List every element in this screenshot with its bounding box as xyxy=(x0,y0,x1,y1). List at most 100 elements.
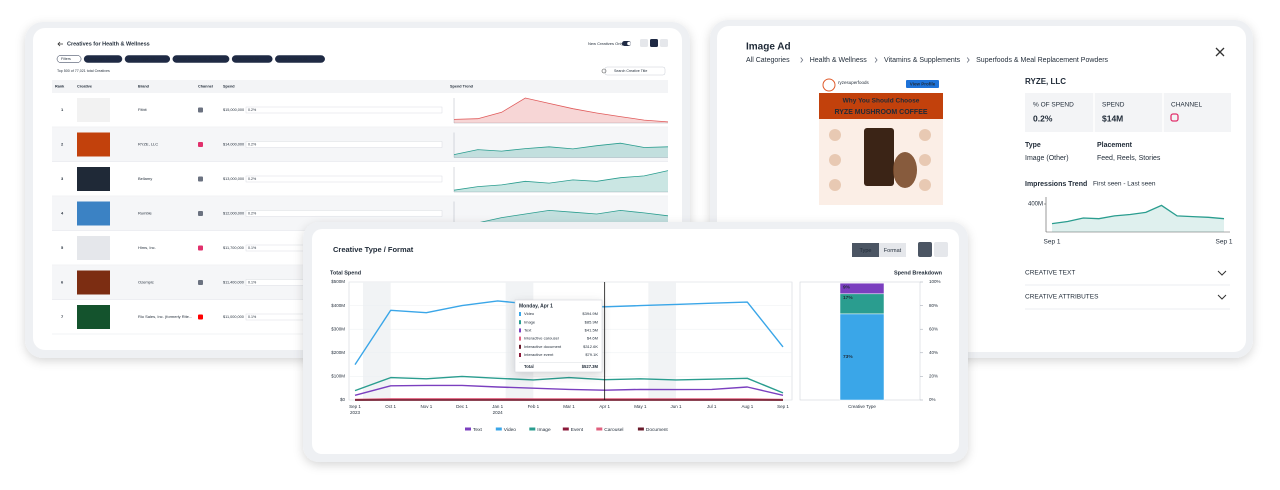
trend-area xyxy=(454,170,668,192)
stat-value: 0.2% xyxy=(1033,113,1053,123)
filter-pill[interactable] xyxy=(83,55,123,63)
ad-product-bag xyxy=(864,128,894,186)
filter-pill[interactable] xyxy=(172,55,230,63)
creative-thumbnail[interactable] xyxy=(77,132,110,157)
brand: RYZE, LLC xyxy=(138,142,158,147)
creative-thumbnail[interactable] xyxy=(77,98,110,122)
search-icon xyxy=(601,68,607,74)
trend-area xyxy=(454,143,668,158)
view-button[interactable] xyxy=(650,39,658,47)
x-tick-label: Jul 1 xyxy=(707,404,717,409)
filter-pill[interactable] xyxy=(124,55,171,63)
channel-icon xyxy=(198,245,203,251)
spend: $13,000,000 xyxy=(223,177,244,181)
y-tick-label: $500M xyxy=(331,279,345,284)
y-tick-label: $300M xyxy=(331,326,345,331)
creative-thumbnail[interactable] xyxy=(77,270,110,295)
type-label: Type xyxy=(1025,142,1041,149)
toggle-knob xyxy=(627,41,631,46)
series-line xyxy=(354,375,784,394)
breadcrumb-chevron xyxy=(874,57,878,63)
creative-thumbnail[interactable] xyxy=(77,236,110,260)
spend-share: 0.1% xyxy=(248,315,257,319)
section-header: CREATIVE TEXT xyxy=(1025,270,1075,277)
brand: Fitbit xyxy=(138,107,148,112)
x-tick-label: Oct 1 xyxy=(385,404,396,409)
detail-title: Image Ad xyxy=(746,42,791,53)
spend-share: 0.1% xyxy=(248,280,257,284)
ad-headline: Why You Should Choose xyxy=(843,98,920,105)
legend-swatch xyxy=(596,427,603,431)
spend: $12,000,000 xyxy=(223,212,244,216)
tooltip-value: $79.1K xyxy=(585,352,598,357)
ad-product: RYZE MUSHROOM COFFEE xyxy=(834,109,927,116)
close-icon[interactable] xyxy=(1215,47,1225,57)
brand: Rumble xyxy=(138,211,153,216)
breadcrumb-item: Health & Wellness xyxy=(810,57,868,64)
filter-pill-label: Date Duration: All xyxy=(279,57,307,61)
impressions-title: Impressions Trend xyxy=(1025,181,1087,188)
type-value: Image (Other) xyxy=(1025,155,1069,162)
rank: 7 xyxy=(61,314,64,319)
legend-swatch xyxy=(465,427,471,431)
chart-card: Creative Type / Format Type Format Total Sp… xyxy=(303,222,968,462)
spend-share: 0.2% xyxy=(248,177,257,181)
view-button[interactable] xyxy=(640,39,648,47)
legend-swatch xyxy=(495,427,502,431)
series-line xyxy=(354,384,784,396)
ad-icon xyxy=(829,129,841,141)
creative-thumbnail[interactable] xyxy=(77,167,110,191)
filter-pill[interactable] xyxy=(275,55,325,63)
x-tick-label: Aug 1 xyxy=(741,404,753,409)
creative-thumbnail[interactable] xyxy=(77,201,110,226)
back-arrow[interactable] xyxy=(57,41,63,47)
x-tick-label: Nov 1 xyxy=(420,404,432,409)
legend-swatch xyxy=(637,427,644,431)
rank: 1 xyxy=(61,107,64,112)
spend-share: 0.2% xyxy=(248,108,257,112)
chart-view-button[interactable] xyxy=(918,242,932,257)
chart-view-button[interactable] xyxy=(934,242,948,257)
x-tick-label: Mar 1 xyxy=(563,404,575,409)
toggle-button[interactable] xyxy=(879,243,906,257)
rank: 4 xyxy=(61,211,64,216)
legend-swatch xyxy=(529,427,536,431)
x-tick-label: Sep 1 xyxy=(1216,239,1233,246)
legend-label: Text xyxy=(473,427,482,433)
impressions-area xyxy=(1052,205,1224,232)
x-year-label: 2023 xyxy=(350,410,361,415)
creative-thumbnail[interactable] xyxy=(77,305,110,329)
tooltip-label: Interactive event xyxy=(524,352,554,357)
filter-pill[interactable] xyxy=(56,55,82,63)
filter-pill-label: Language: All xyxy=(88,57,110,61)
rank: 5 xyxy=(61,245,64,250)
column-header: Spend Trend xyxy=(450,85,474,89)
tooltip xyxy=(514,299,603,373)
ad-account: ryzesuperfoods xyxy=(838,80,870,85)
spend: $11,700,000 xyxy=(223,246,244,250)
brand: Ozempic xyxy=(138,280,154,285)
filter-pill[interactable] xyxy=(231,55,273,63)
toggle-button[interactable] xyxy=(852,243,879,257)
y-tick-label: $0 xyxy=(340,397,346,402)
spend: $11,400,000 xyxy=(223,281,244,285)
ad-view-profile[interactable] xyxy=(906,80,939,88)
trend-line xyxy=(453,97,669,123)
result-count: Top 500 of 77,021 total Creatives xyxy=(57,69,110,73)
chart-card-title: Creative Type / Format xyxy=(333,245,414,254)
rank: 2 xyxy=(61,142,64,147)
tooltip-label: Video xyxy=(524,311,535,316)
ad-icon xyxy=(919,179,931,191)
view-button[interactable] xyxy=(660,39,668,47)
tooltip-label: Interactive carousel xyxy=(524,336,559,341)
y-tick-label: $200M xyxy=(331,350,345,355)
bar-label: 17% xyxy=(843,295,853,301)
x-tick-label: Jan 1 xyxy=(492,404,504,409)
search-box[interactable] xyxy=(604,66,666,76)
section-chevron[interactable] xyxy=(1217,294,1227,300)
toggle-button-label: Type xyxy=(860,248,872,254)
ad-icon xyxy=(829,179,841,191)
x-tick-label: Sep 1 xyxy=(1044,239,1061,246)
shaded-band xyxy=(363,282,391,400)
section-chevron[interactable] xyxy=(1217,270,1227,276)
